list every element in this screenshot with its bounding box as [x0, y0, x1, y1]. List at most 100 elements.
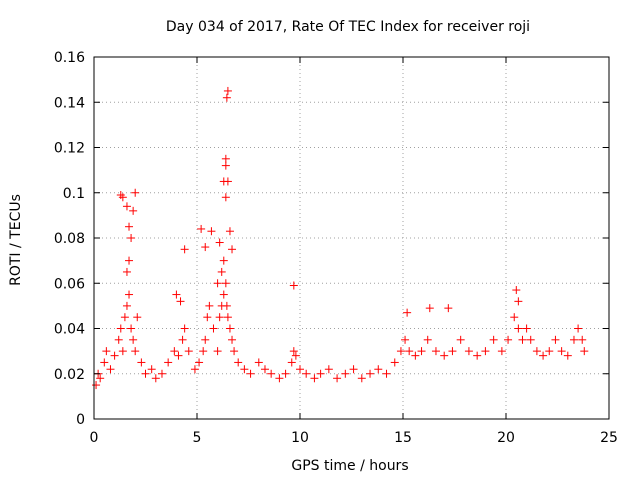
- data-point: [349, 365, 358, 374]
- data-point: [456, 335, 465, 344]
- data-point: [366, 369, 375, 378]
- grid-lines: [94, 57, 609, 419]
- axis-ticks: [93, 56, 610, 420]
- data-point: [512, 286, 521, 295]
- data-point: [225, 324, 234, 333]
- y-tick-label: 0: [76, 412, 85, 428]
- data-point: [209, 324, 218, 333]
- data-point: [289, 281, 298, 290]
- y-tick-label: 0.04: [54, 322, 85, 338]
- data-point: [510, 313, 519, 322]
- data-point: [569, 335, 578, 344]
- data-point: [260, 365, 269, 374]
- chart-title: Day 034 of 2017, Rate Of TEC Index for r…: [166, 19, 530, 35]
- data-point: [234, 358, 243, 367]
- data-point: [411, 351, 420, 360]
- data-point: [217, 267, 226, 276]
- data-point: [532, 347, 541, 356]
- data-point: [118, 347, 127, 356]
- data-point: [423, 335, 432, 344]
- data-point: [215, 313, 224, 322]
- data-point: [157, 369, 166, 378]
- x-tick-label: 0: [90, 430, 99, 446]
- data-point: [464, 347, 473, 356]
- y-tick-label: 0.02: [54, 367, 85, 383]
- data-point: [281, 369, 290, 378]
- data-point: [122, 267, 131, 276]
- data-point: [222, 93, 231, 102]
- data-point: [580, 347, 589, 356]
- x-tick-label: 25: [600, 430, 618, 446]
- data-point: [110, 351, 119, 360]
- data-point: [557, 347, 566, 356]
- data-point: [180, 324, 189, 333]
- data-point: [102, 347, 111, 356]
- data-point: [219, 290, 228, 299]
- data-point: [106, 365, 115, 374]
- data-point: [118, 193, 127, 202]
- data-point: [357, 374, 366, 383]
- data-point: [417, 347, 426, 356]
- data-point: [221, 161, 230, 170]
- data-point: [514, 324, 523, 333]
- data-point: [341, 369, 350, 378]
- data-point: [129, 206, 138, 215]
- data-point: [514, 297, 523, 306]
- data-point: [401, 335, 410, 344]
- data-point: [203, 313, 212, 322]
- data-point: [296, 365, 304, 374]
- data-point: [431, 347, 440, 356]
- data-point: [473, 351, 482, 360]
- data-point: [225, 227, 234, 236]
- data-point: [122, 301, 131, 310]
- data-point: [518, 335, 527, 344]
- data-point: [425, 304, 434, 313]
- data-point: [574, 324, 583, 333]
- data-point: [205, 301, 214, 310]
- data-point: [199, 347, 208, 356]
- x-tick-label: 20: [497, 430, 515, 446]
- data-point: [316, 369, 325, 378]
- y-tick-labels: 0 0.02 0.04 0.06 0.08 0.1 0.12 0.14 0.16: [54, 50, 85, 428]
- y-tick-label: 0.12: [54, 141, 85, 157]
- y-tick-label: 0.06: [54, 276, 85, 292]
- data-point: [275, 374, 284, 383]
- data-point: [374, 365, 383, 374]
- data-point: [141, 369, 150, 378]
- data-point: [92, 381, 101, 390]
- data-point: [180, 245, 189, 254]
- data-point: [137, 358, 146, 367]
- data-point: [172, 290, 181, 299]
- y-tick-label: 0.08: [54, 231, 85, 247]
- data-point: [116, 191, 125, 200]
- data-point: [131, 347, 140, 356]
- y-tick-label: 0.16: [54, 50, 85, 66]
- data-point: [221, 279, 230, 288]
- data-point: [207, 227, 216, 236]
- data-point: [131, 188, 140, 197]
- data-point: [178, 335, 187, 344]
- data-point: [127, 324, 136, 333]
- data-point: [122, 202, 131, 211]
- data-point: [219, 256, 228, 265]
- x-tick-label: 15: [394, 430, 412, 446]
- data-point: [223, 177, 232, 186]
- data-point: [151, 374, 160, 383]
- data-point: [184, 347, 193, 356]
- data-point: [448, 347, 457, 356]
- data-point: [213, 347, 222, 356]
- data-point: [223, 86, 232, 95]
- data-point: [324, 365, 333, 374]
- x-tick-label: 10: [291, 430, 309, 446]
- data-point: [129, 335, 138, 344]
- data-point: [302, 369, 311, 378]
- data-point: [120, 313, 129, 322]
- y-axis-label: ROTI / TECUs: [8, 194, 24, 286]
- data-point: [526, 335, 535, 344]
- x-axis-label: GPS time / hours: [291, 458, 408, 474]
- data-point: [213, 279, 222, 288]
- data-point: [240, 365, 249, 374]
- data-point: [176, 297, 185, 306]
- data-point: [489, 335, 498, 344]
- data-point: [291, 351, 300, 360]
